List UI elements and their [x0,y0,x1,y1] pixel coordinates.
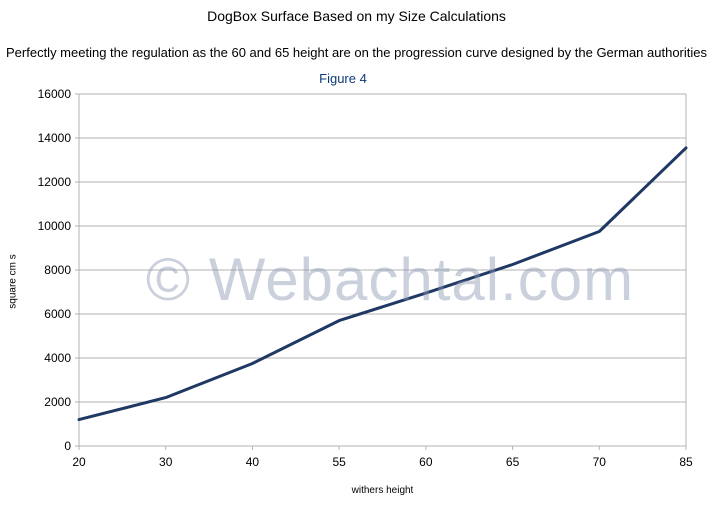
y-tick-label: 2000 [44,395,71,409]
watermark: © Webachtal.com [145,246,635,313]
x-axis-label: withers height [351,485,414,496]
x-tick-label: 65 [506,455,520,469]
y-tick-label: 16000 [38,87,72,101]
x-tick-label: 55 [332,455,346,469]
x-tick-label: 40 [246,455,260,469]
figure-label: Figure 4 [319,71,367,86]
x-tick-label: 60 [419,455,433,469]
x-tick-label: 70 [593,455,607,469]
y-tick-label: 14000 [38,131,72,145]
y-tick-label: 0 [64,439,71,453]
chart-title: DogBox Surface Based on my Size Calculat… [207,8,506,24]
y-axis-label: square cm s [7,254,19,309]
chart-subtitle: Perfectly meeting the regulation as the … [6,45,707,60]
x-tick-label: 30 [159,455,173,469]
y-tick-label: 4000 [44,351,71,365]
y-tick-label: 8000 [44,263,71,277]
y-tick-label: 10000 [38,219,72,233]
y-tick-label: 12000 [38,175,72,189]
series-line [77,146,688,422]
y-tick-label: 6000 [44,307,71,321]
x-tick-label: 85 [679,455,693,469]
x-tick-label: 20 [72,455,86,469]
